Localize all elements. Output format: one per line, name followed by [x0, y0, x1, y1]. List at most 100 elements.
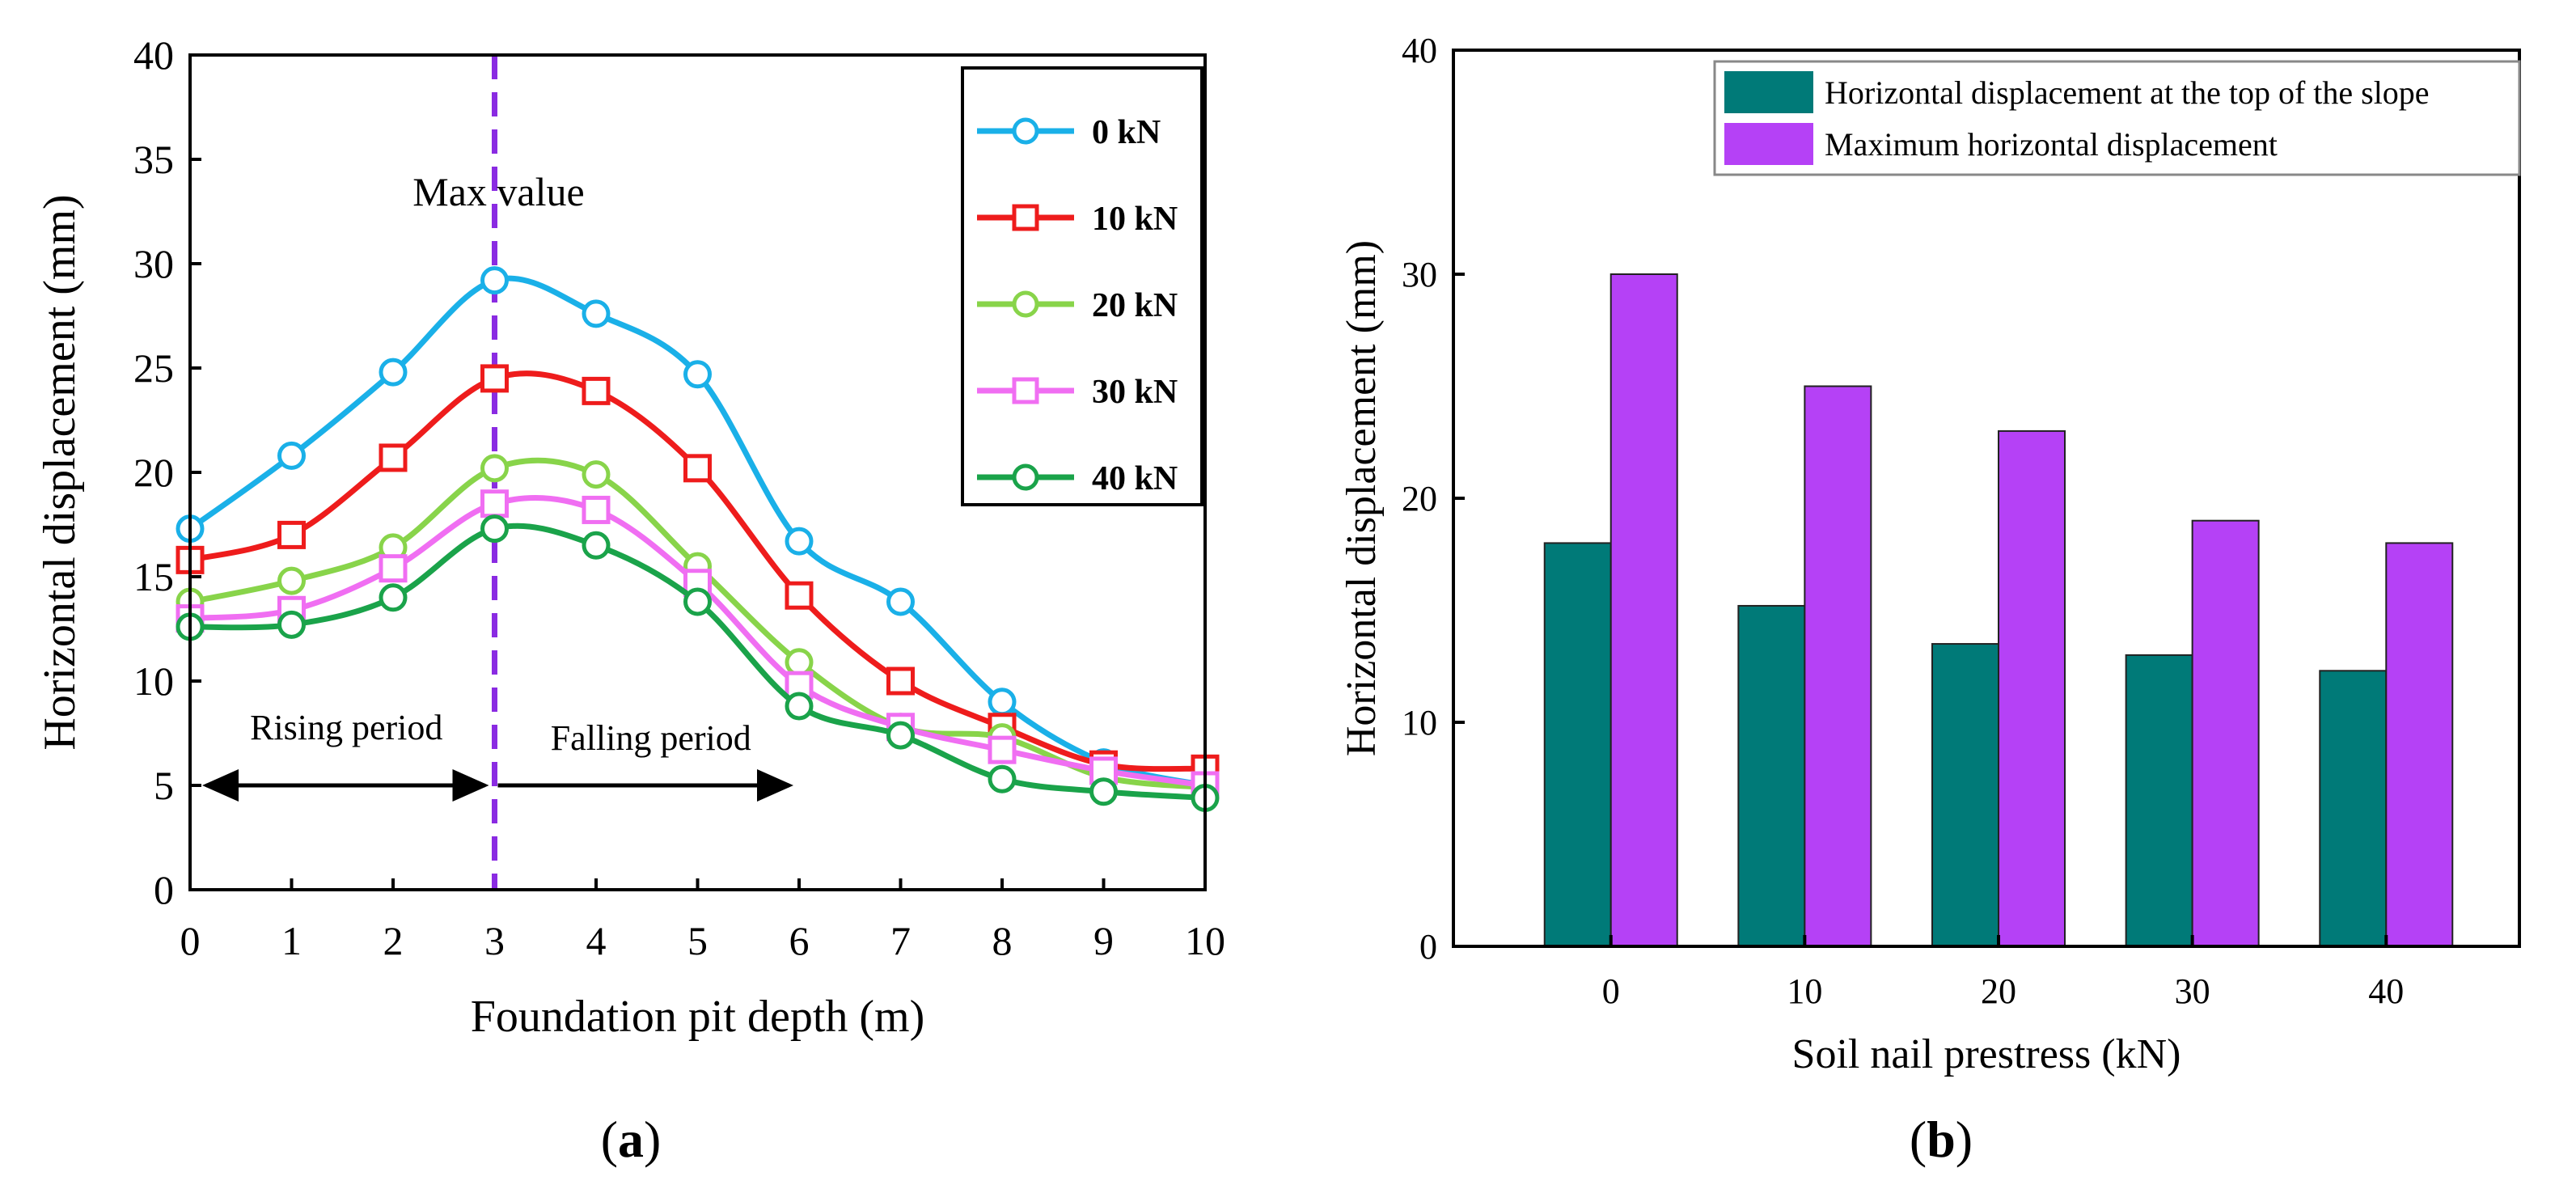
a-data-point: [480, 454, 509, 483]
a-x-tick-label: 2: [383, 918, 404, 963]
a-data-point: [785, 581, 814, 610]
b-legend-swatch: [1724, 123, 1813, 165]
a-y-tick-label: 0: [154, 867, 174, 912]
bar-top-of-slope: [1737, 604, 1806, 948]
a-legend-box: [961, 66, 1203, 506]
a-y-tick-label: 10: [133, 658, 174, 704]
a-data-point: [785, 527, 814, 556]
b-y-tick-label: 20: [1402, 479, 1437, 518]
b-x-tick-label: 10: [1787, 971, 1822, 1011]
bar-maximum-displacement: [1609, 273, 1678, 947]
a-data-point: [379, 358, 408, 387]
a-legend-label: 10 kN: [1092, 201, 1178, 238]
a-x-tick-label: 4: [586, 918, 607, 963]
a-legend-swatch-marker: [1012, 204, 1039, 231]
bar-maximum-displacement: [1998, 429, 2066, 947]
a-data-point: [582, 460, 611, 489]
panel-label-a-letter: a: [618, 1111, 644, 1168]
a-data-point: [683, 454, 712, 483]
a-data-point: [277, 566, 306, 595]
b-legend-swatch: [1724, 71, 1813, 113]
b-plot-frame: [1452, 49, 2521, 948]
a-x-tick-label: 8: [992, 918, 1013, 963]
a-x-tick-label: 0: [180, 918, 201, 963]
bar-top-of-slope: [2125, 654, 2193, 948]
a-data-point: [379, 583, 408, 612]
a-legend-swatch-marker: [1012, 117, 1039, 145]
panel-label-a: (a): [601, 1111, 662, 1168]
b-y-axis-ticks: 0 10 20 30 40: [1402, 31, 1465, 967]
a-x-axis-label: Foundation pit depth (m): [471, 992, 925, 1042]
a-data-point: [785, 692, 814, 721]
bar-top-of-slope: [2319, 670, 2388, 947]
a-legend-label: 30 kN: [1092, 374, 1178, 411]
b-x-tick-label: 40: [2368, 971, 2404, 1011]
a-x-tick-label: 7: [890, 918, 911, 963]
a-legend: 0 kN 10 kN 20 kN 30 kN 40 kN: [961, 66, 1203, 506]
a-series: [176, 514, 1220, 812]
bar-top-of-slope: [1543, 542, 1612, 948]
a-y-tick-label: 40: [133, 32, 174, 78]
a-data-point: [277, 610, 306, 639]
b-legend-box: [1713, 60, 2521, 176]
rising-period-label: Rising period: [250, 708, 442, 747]
b-y-tick-label: 10: [1402, 703, 1437, 743]
b-legend: Horizontal displacement at the top of th…: [1713, 60, 2521, 176]
a-data-point: [988, 735, 1017, 764]
a-data-point: [480, 514, 509, 544]
a-data-point: [785, 648, 814, 677]
a-data-point: [1089, 777, 1118, 806]
bar-top-of-slope: [1931, 643, 1999, 947]
a-data-point: [886, 587, 915, 616]
panel-label-b: (b): [1910, 1111, 1973, 1168]
a-x-tick-label: 10: [1185, 918, 1225, 963]
a-data-point: [582, 299, 611, 328]
a-legend-swatch-marker: [1012, 290, 1039, 318]
a-y-axis-label: Horizontal displacement (mm): [35, 194, 85, 750]
a-y-axis-ticks: 0 5 10 15 20 25 30 35 40: [133, 32, 201, 912]
bar-maximum-displacement: [2191, 519, 2260, 947]
a-data-point: [886, 721, 915, 750]
b-x-tick-label: 30: [2175, 971, 2210, 1011]
a-data-point: [277, 441, 306, 470]
a-data-point: [683, 587, 712, 616]
b-y-tick-label: 30: [1402, 255, 1437, 294]
a-legend-swatch-marker: [1012, 377, 1039, 404]
b-x-tick-label: 0: [1602, 971, 1620, 1011]
a-data-point: [886, 666, 915, 696]
a-data-point: [277, 520, 306, 549]
b-legend-label: Maximum horizontal displacement: [1825, 126, 2278, 163]
a-x-tick-label: 9: [1093, 918, 1114, 963]
a-x-tick-label: 1: [281, 918, 302, 963]
a-data-point: [582, 376, 611, 405]
falling-period-label: Falling period: [551, 718, 751, 758]
a-data-point: [988, 688, 1017, 717]
panel-label-b-letter: b: [1927, 1111, 1956, 1168]
bar-maximum-displacement: [1804, 385, 1872, 947]
a-data-point: [480, 489, 509, 518]
b-legend-label: Horizontal displacement at the top of th…: [1825, 74, 2430, 111]
a-y-tick-label: 35: [133, 137, 174, 182]
bar-maximum-displacement: [2385, 542, 2454, 948]
max-value-label: Max value: [412, 169, 584, 214]
a-x-axis-ticks: 0 1 2 3 4 5 6 7 8 9 10: [180, 878, 1225, 963]
b-y-tick-label: 0: [1419, 927, 1437, 967]
b-x-axis-ticks: 0 10 20 30 40: [1602, 935, 2404, 1011]
a-data-point: [480, 364, 509, 393]
a-data-point: [480, 266, 509, 295]
b-x-tick-label: 20: [1981, 971, 2016, 1011]
a-data-point: [582, 531, 611, 560]
a-legend-label: 20 kN: [1092, 287, 1178, 324]
a-legend-label: 0 kN: [1092, 114, 1161, 151]
a-x-tick-label: 6: [789, 918, 810, 963]
a-data-point: [988, 764, 1017, 793]
a-y-tick-label: 30: [133, 241, 174, 286]
a-legend-swatch-marker: [1012, 463, 1039, 491]
a-x-tick-label: 5: [687, 918, 708, 963]
bar-chart-panel-b: 0 10 20 30 40 0 10 20 30 40 Horizontal displacem…: [1339, 31, 2521, 1168]
a-data-point: [582, 495, 611, 524]
a-y-tick-label: 25: [133, 345, 174, 391]
b-x-axis-label: Soil nail prestress (kN): [1792, 1031, 2181, 1077]
